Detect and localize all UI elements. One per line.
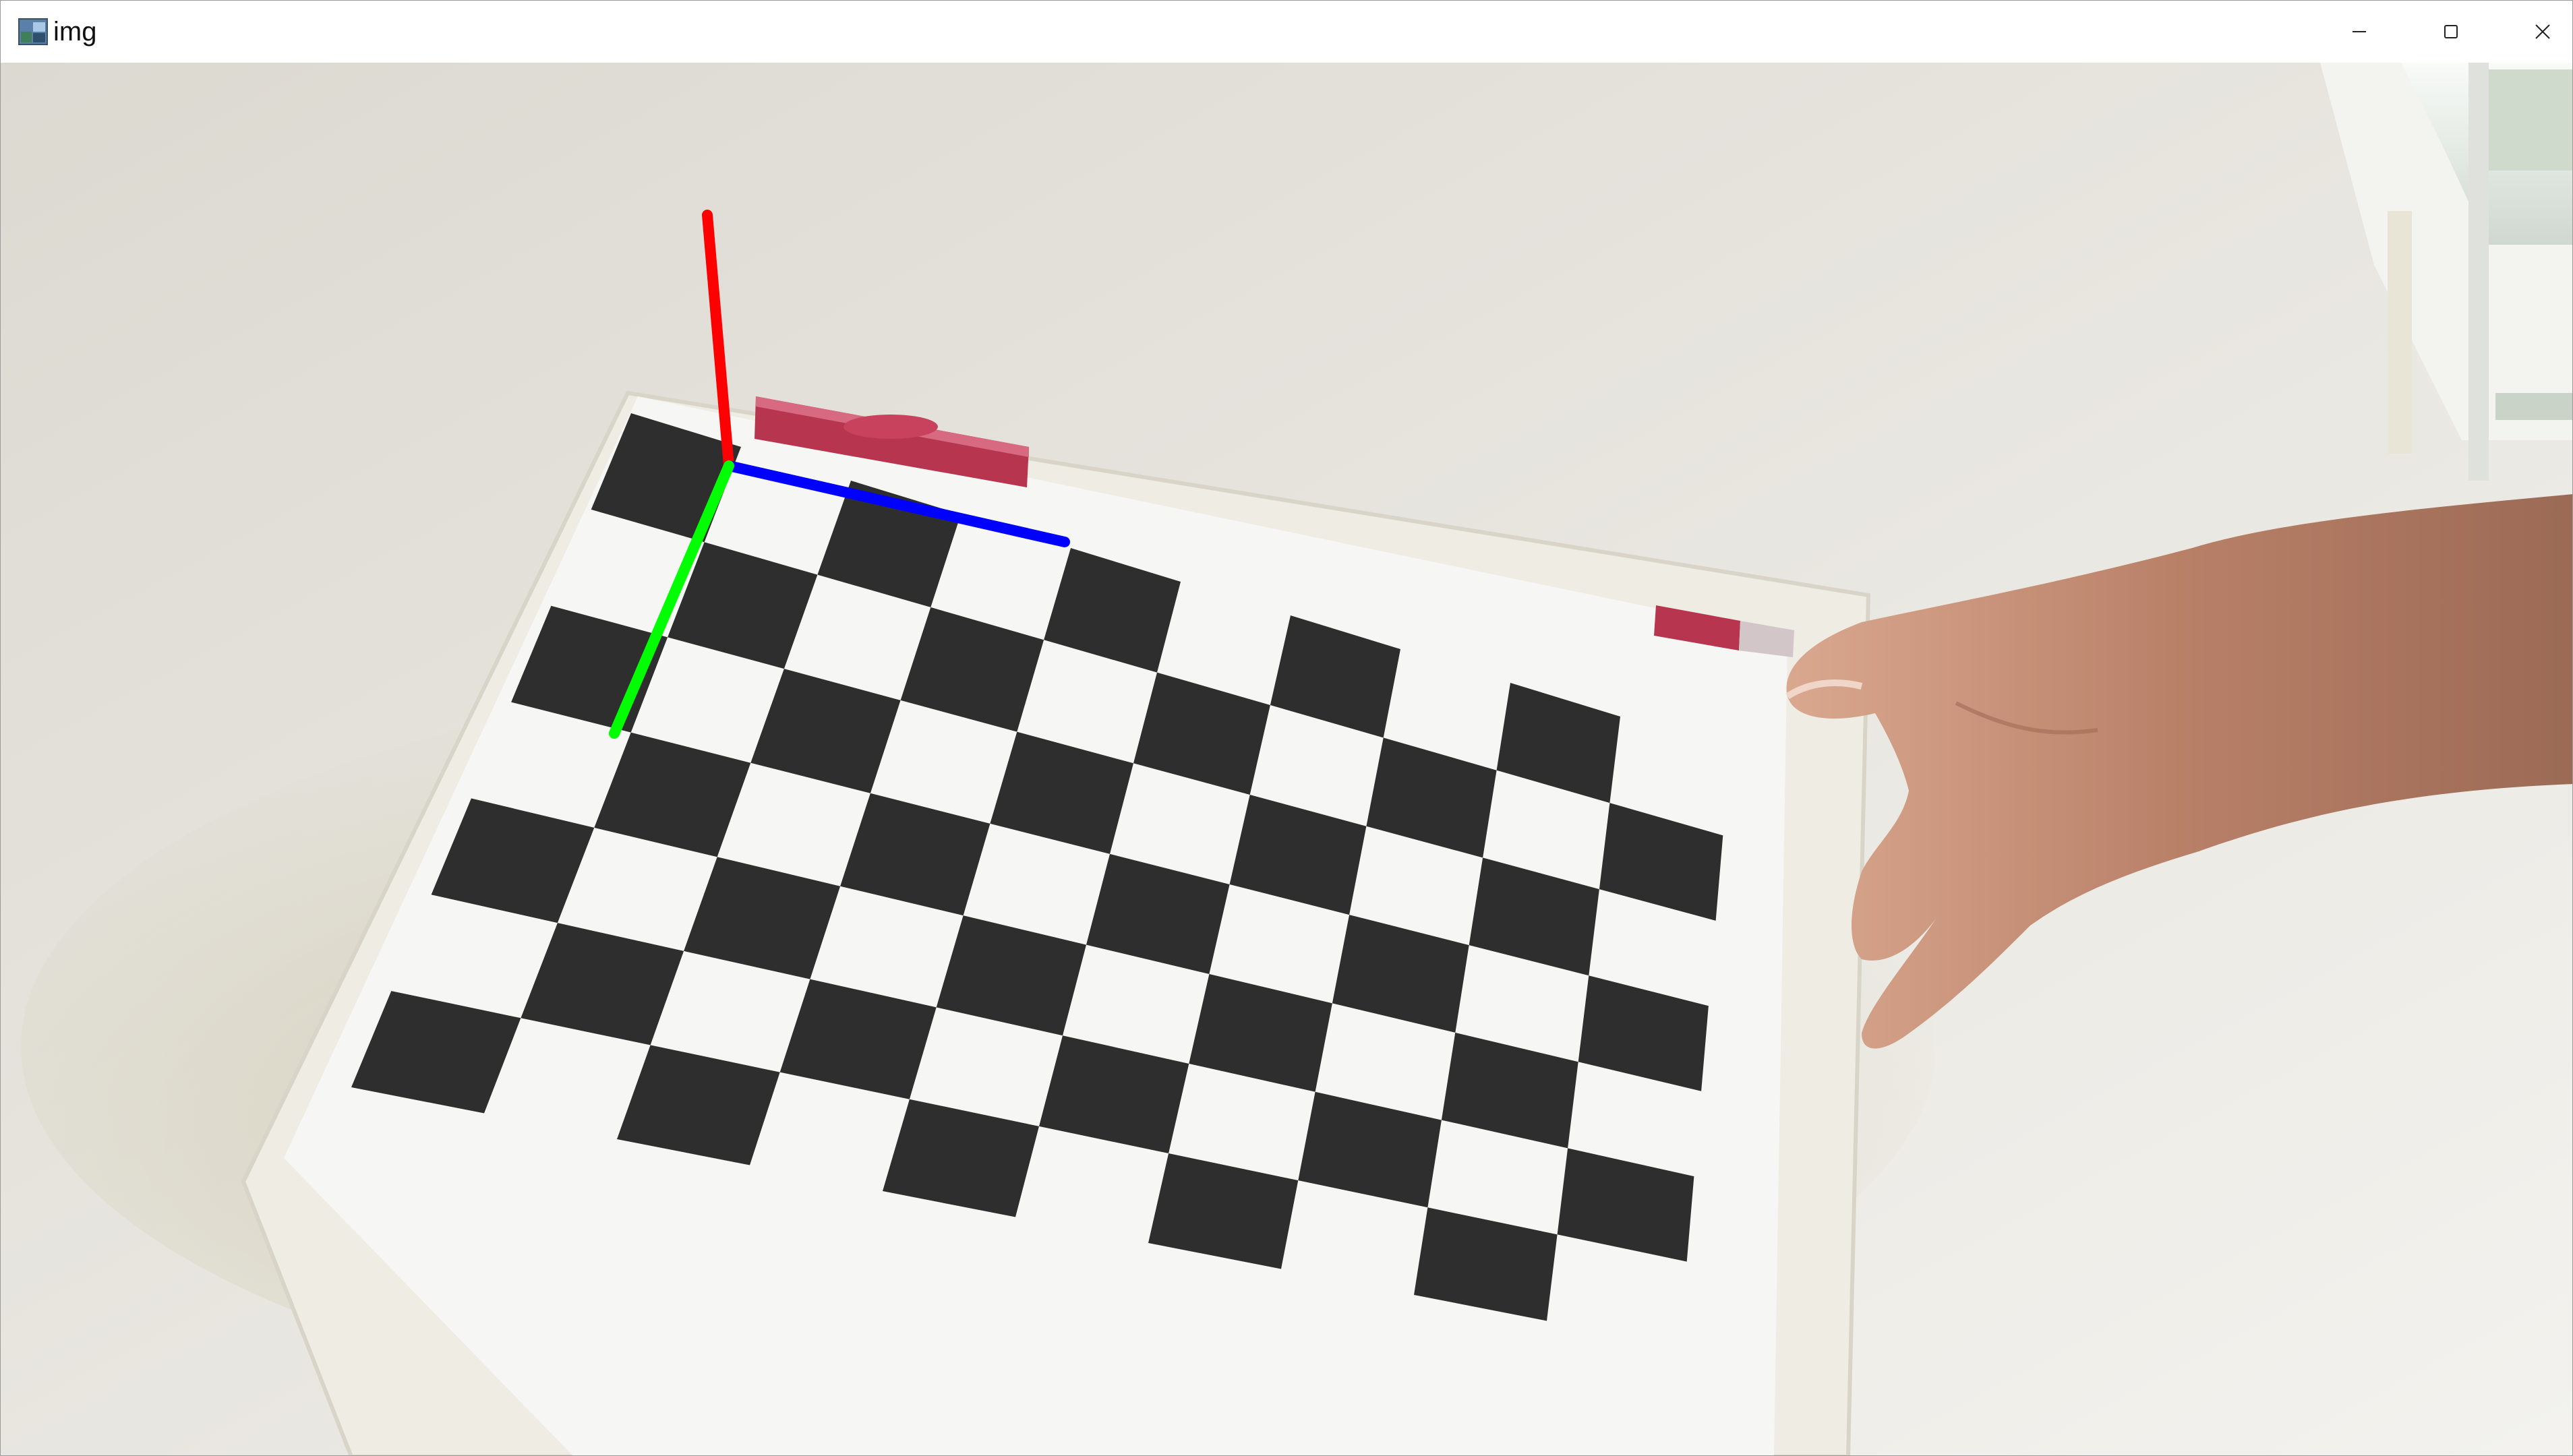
checker-square bbox=[1148, 1153, 1299, 1269]
close-button[interactable] bbox=[2497, 1, 2572, 63]
checker-square bbox=[1298, 1091, 1442, 1208]
camera-frame bbox=[1, 63, 2572, 1455]
minimize-icon bbox=[2350, 23, 2368, 40]
hand bbox=[1785, 494, 2572, 1049]
checker-square bbox=[1469, 857, 1599, 976]
checker-square bbox=[668, 542, 818, 669]
checker-square bbox=[1599, 803, 1723, 921]
checker-square bbox=[591, 413, 741, 543]
checker-square bbox=[1133, 672, 1270, 795]
checker-square bbox=[779, 979, 937, 1099]
checker-square bbox=[1044, 548, 1181, 673]
checker-square bbox=[594, 732, 751, 857]
checker-square bbox=[1086, 853, 1230, 974]
maximize-icon bbox=[2442, 23, 2460, 40]
checker-square bbox=[1229, 795, 1367, 915]
close-icon bbox=[2534, 23, 2551, 40]
checker-square bbox=[883, 1099, 1039, 1217]
checker-square bbox=[684, 857, 841, 979]
checker-square bbox=[936, 915, 1086, 1036]
checker-square bbox=[750, 669, 901, 793]
opencv-window-icon bbox=[18, 18, 48, 45]
checker-square bbox=[1270, 615, 1400, 738]
checker-square bbox=[1441, 1032, 1578, 1149]
checker-square bbox=[1496, 683, 1620, 803]
checker-square bbox=[1557, 1148, 1694, 1262]
checker-square bbox=[431, 798, 595, 923]
checker-square bbox=[521, 923, 684, 1045]
red-magnet-left bbox=[755, 396, 1029, 487]
checker-square bbox=[1366, 737, 1497, 858]
checker-square bbox=[1189, 974, 1332, 1092]
checker-square bbox=[840, 793, 990, 916]
checker-square bbox=[1578, 975, 1709, 1091]
axis-z-blue bbox=[723, 460, 1070, 547]
axis-x-red bbox=[702, 210, 734, 471]
checker-square bbox=[617, 1045, 780, 1165]
checker-square bbox=[1332, 915, 1469, 1033]
minimize-button[interactable] bbox=[2313, 1, 2405, 63]
axis-y-green bbox=[609, 460, 734, 739]
checker-square bbox=[351, 991, 521, 1114]
background-window bbox=[2320, 63, 2572, 481]
camera-image bbox=[1, 63, 2572, 1455]
window-title: img bbox=[53, 17, 97, 47]
pose-axes bbox=[609, 210, 1070, 739]
title-bar[interactable]: img bbox=[1, 1, 2572, 63]
checker-square bbox=[1414, 1207, 1558, 1321]
checker-square bbox=[990, 731, 1133, 854]
checker-square bbox=[900, 607, 1044, 732]
checker-square bbox=[1039, 1035, 1189, 1153]
red-magnet-right bbox=[1654, 605, 1794, 657]
maximize-button[interactable] bbox=[2405, 1, 2497, 63]
checkerboard bbox=[351, 413, 1723, 1321]
